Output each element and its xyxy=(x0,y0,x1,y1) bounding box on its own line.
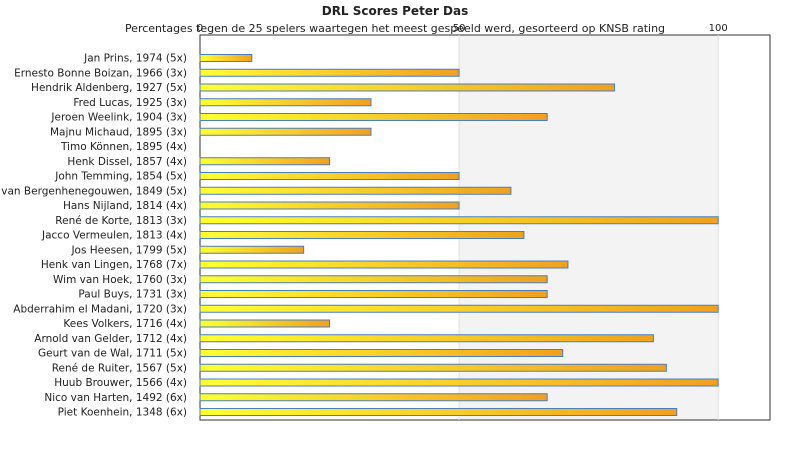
bar xyxy=(199,98,372,107)
category-label: Hendrik Aldenberg, 1927 (5x) xyxy=(31,82,187,94)
bar xyxy=(199,275,548,284)
bar xyxy=(199,334,654,343)
category-label: Hans Nijland, 1814 (4x) xyxy=(63,200,187,212)
category-label: Wim van Hoek, 1760 (3x) xyxy=(53,274,187,286)
category-label: Henk Dissel, 1857 (4x) xyxy=(67,156,187,168)
x-tick-label: 0 xyxy=(197,23,203,34)
chart-subtitle: Percentages tegen de 25 spelers waartege… xyxy=(124,22,666,35)
category-label: René de Ruiter, 1567 (5x) xyxy=(52,362,187,374)
category-label: Arnold van Gelder, 1712 (4x) xyxy=(34,333,187,345)
bar xyxy=(199,186,512,195)
category-label: Kees Volkers, 1716 (4x) xyxy=(63,318,187,330)
category-label: Ernesto Bonne Boizan, 1966 (3x) xyxy=(14,67,187,79)
category-label: Paul Buys, 1731 (3x) xyxy=(78,289,187,301)
category-label: Majnu Michaud, 1895 (3x) xyxy=(50,126,187,138)
bar xyxy=(199,408,678,416)
bar xyxy=(199,83,616,92)
category-label: Fred Lucas, 1925 (3x) xyxy=(73,97,187,109)
bar xyxy=(199,290,548,298)
chart-title: DRL Scores Peter Das xyxy=(321,4,469,18)
bar xyxy=(199,172,460,180)
bar xyxy=(199,157,331,166)
bar xyxy=(199,68,460,77)
category-label: Jos Heesen, 1799 (5x) xyxy=(70,244,187,256)
category-label: Nico van Harten, 1492 (6x) xyxy=(44,392,187,404)
bar xyxy=(199,260,569,269)
bar xyxy=(199,245,305,254)
bar xyxy=(199,127,372,136)
category-label: John Temming, 1854 (5x) xyxy=(54,171,187,183)
bar xyxy=(199,349,564,357)
category-label: René de Korte, 1813 (3x) xyxy=(55,215,187,227)
category-label: Henk van Lingen, 1768 (7x) xyxy=(41,259,187,271)
category-label: van Bergenhenegouwen, 1849 (5x) xyxy=(1,185,187,197)
category-label: Geurt van de Wal, 1711 (5x) xyxy=(38,348,187,360)
bar xyxy=(199,231,525,239)
bar xyxy=(199,54,253,62)
category-label: Abderrahim el Madani, 1720 (3x) xyxy=(13,303,187,315)
bar xyxy=(199,319,331,328)
bar xyxy=(199,216,719,225)
x-tick-label: 50 xyxy=(453,23,466,34)
category-label: Jan Prins, 1974 (5x) xyxy=(83,53,187,65)
bar xyxy=(199,201,460,210)
grid-band xyxy=(459,35,719,420)
category-label: Timo Können, 1895 (4x) xyxy=(60,141,187,153)
bar xyxy=(199,113,548,121)
category-label: Piet Koenhein, 1348 (6x) xyxy=(58,407,187,419)
x-tick-label: 100 xyxy=(709,23,728,34)
category-label: Jacco Vermeulen, 1813 (4x) xyxy=(41,230,187,242)
category-label: Huub Brouwer, 1566 (4x) xyxy=(54,377,187,389)
category-label: Jeroen Weelink, 1904 (3x) xyxy=(50,112,187,124)
bar xyxy=(199,304,719,313)
bar xyxy=(199,378,719,387)
bar xyxy=(199,393,548,402)
bar xyxy=(199,363,667,372)
